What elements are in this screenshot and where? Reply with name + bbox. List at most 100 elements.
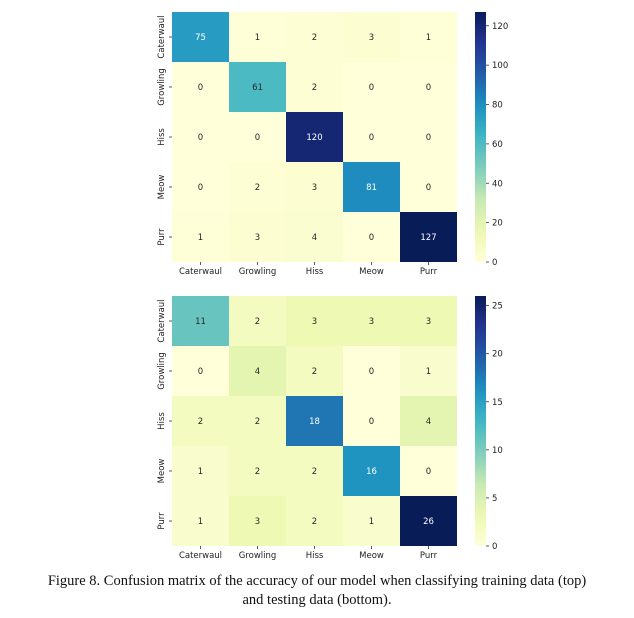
train-cell-caterwaul-purr [400, 12, 457, 62]
train-cell-value: 2 [312, 33, 317, 43]
train-cell-value: 3 [255, 233, 260, 243]
train-cell-value: 1 [198, 233, 203, 243]
test-cell-growling-meow [343, 346, 400, 396]
test-y-tick-label-hiss: Hiss [157, 412, 167, 430]
train-cell-purr-meow [343, 212, 400, 262]
train-cell-meow-growling [229, 162, 286, 212]
test-colorbar-tick-label: 0 [492, 542, 497, 552]
train-y-tick-label-meow: Meow [157, 175, 167, 200]
test-cell-value: 0 [198, 367, 203, 377]
test-cell-meow-hiss [286, 446, 343, 496]
train-cell-value: 4 [312, 233, 317, 243]
train-cell-value: 1 [255, 33, 260, 43]
train-cell-value: 127 [420, 233, 436, 243]
train-cell-hiss-growling [229, 112, 286, 162]
confusion-matrix-figure: 75 1 2 3 10 61 2 0 00 0 120 0 00 2 3 81 01 3 4 0 127Caterwau… [157, 12, 508, 560]
train-cell-growling-growling [229, 62, 286, 112]
test-colorbar-tick-label: 25 [492, 302, 503, 312]
test-cell-caterwaul-purr [400, 296, 457, 346]
test-cell-value: 26 [423, 517, 434, 527]
test-cell-hiss-caterwaul [172, 396, 229, 446]
train-cell-value: 0 [198, 133, 203, 143]
train-x-tick-label-growling: Growling [239, 267, 277, 277]
train-cell-value: 0 [426, 183, 431, 193]
caption-line-1: Figure 8. Confusion matrix of the accura… [47, 573, 587, 589]
train-x-tick-label-meow: Meow [359, 267, 384, 277]
test-y-tick-label-purr: Purr [157, 512, 167, 530]
test-y-tick-label-growling: Growling [157, 352, 167, 390]
test-cell-meow-growling [229, 446, 286, 496]
test-cell-meow-caterwaul [172, 446, 229, 496]
test-cell-value: 2 [255, 467, 260, 477]
train-colorbar [475, 12, 486, 262]
test-x-tick-label-meow: Meow [359, 551, 384, 560]
test-cell-value: 1 [198, 517, 203, 527]
test-cell-caterwaul-growling [229, 296, 286, 346]
figure-caption: Figure 8. Confusion matrix of the accura… [0, 572, 634, 610]
train-cell-caterwaul-growling [229, 12, 286, 62]
train-cell-purr-purr [400, 212, 457, 262]
train-cell-purr-hiss [286, 212, 343, 262]
test-y-tick-label-meow: Meow [157, 459, 167, 484]
train-colorbar-tick-label: 20 [492, 219, 503, 229]
test-cell-hiss-growling [229, 396, 286, 446]
test-colorbar [475, 296, 486, 546]
test-colorbar-tick-label: 20 [492, 350, 503, 360]
train-cell-value: 81 [366, 183, 377, 193]
test-cell-growling-caterwaul [172, 346, 229, 396]
train-confusion-matrix: 75 1 2 3 10 61 2 0 00 0 120 0 00 2 3 81 01 3 4 0 127Caterwau… [157, 12, 508, 277]
train-cell-value: 0 [426, 133, 431, 143]
test-cell-value: 11 [195, 317, 206, 327]
train-cell-value: 0 [369, 83, 374, 93]
train-cell-value: 0 [198, 83, 203, 93]
train-cell-meow-purr [400, 162, 457, 212]
train-cell-meow-meow [343, 162, 400, 212]
train-cell-value: 1 [426, 33, 431, 43]
test-cell-value: 2 [312, 467, 317, 477]
test-cell-value: 18 [309, 417, 320, 427]
test-cell-growling-hiss [286, 346, 343, 396]
test-y-tick-label-caterwaul: Caterwaul [157, 299, 167, 342]
test-cell-hiss-meow [343, 396, 400, 446]
train-cell-value: 0 [426, 83, 431, 93]
train-cell-value: 120 [306, 133, 322, 143]
test-x-tick-label-hiss: Hiss [306, 551, 324, 560]
train-cell-value: 61 [252, 83, 263, 93]
train-cell-purr-growling [229, 212, 286, 262]
train-cell-value: 2 [312, 83, 317, 93]
train-y-tick-label-growling: Growling [157, 68, 167, 106]
test-cell-value: 0 [369, 367, 374, 377]
train-cell-value: 0 [369, 133, 374, 143]
train-cell-growling-caterwaul [172, 62, 229, 112]
train-cell-hiss-hiss [286, 112, 343, 162]
train-x-tick-label-caterwaul: Caterwaul [179, 267, 222, 277]
train-cell-value: 3 [369, 33, 374, 43]
test-cell-purr-growling [229, 496, 286, 546]
train-colorbar-tick-label: 60 [492, 140, 503, 150]
train-cell-caterwaul-caterwaul [172, 12, 229, 62]
train-cell-caterwaul-hiss [286, 12, 343, 62]
train-colorbar-tick-label: 40 [492, 179, 503, 189]
test-cell-value: 3 [312, 317, 317, 327]
test-cell-value: 4 [426, 417, 431, 427]
train-cell-meow-caterwaul [172, 162, 229, 212]
test-cell-value: 0 [426, 467, 431, 477]
train-x-tick-label-hiss: Hiss [306, 267, 324, 277]
test-cell-value: 2 [312, 367, 317, 377]
test-cell-value: 1 [426, 367, 431, 377]
test-x-tick-label-growling: Growling [239, 551, 277, 560]
train-cell-value: 75 [195, 33, 206, 43]
train-cell-value: 2 [255, 183, 260, 193]
test-cell-value: 16 [366, 467, 377, 477]
test-cell-value: 2 [198, 417, 203, 427]
test-cell-value: 3 [369, 317, 374, 327]
test-colorbar-tick-label: 15 [492, 398, 503, 408]
test-x-tick-label-purr: Purr [420, 551, 438, 560]
train-cell-value: 0 [198, 183, 203, 193]
test-cell-caterwaul-meow [343, 296, 400, 346]
train-cell-caterwaul-meow [343, 12, 400, 62]
test-cell-value: 3 [426, 317, 431, 327]
test-cell-meow-purr [400, 446, 457, 496]
test-cell-value: 2 [312, 517, 317, 527]
train-cell-growling-hiss [286, 62, 343, 112]
